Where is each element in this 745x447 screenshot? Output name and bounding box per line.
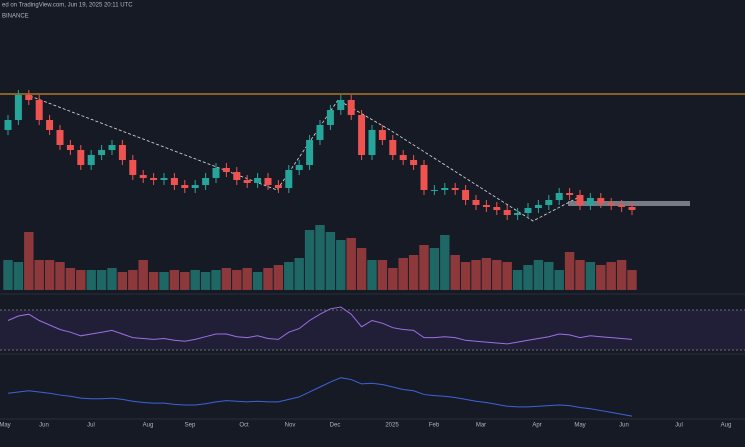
x-tick-label: Jul [675, 423, 683, 429]
candle-body [524, 208, 532, 213]
candle-body [368, 130, 376, 155]
candle-body [451, 188, 459, 190]
x-tick-label: Jun [619, 423, 629, 429]
candle-body [389, 140, 397, 155]
x-tick-label: Sep [185, 423, 196, 429]
candle-body [430, 190, 438, 191]
candle-body [35, 100, 43, 120]
candle-body [420, 165, 428, 190]
candle-body [87, 155, 95, 165]
candle-body [181, 185, 189, 188]
candle-body [576, 195, 584, 205]
candle-body [399, 155, 407, 160]
candle-body [586, 198, 594, 205]
candle-body [4, 120, 12, 130]
candle-body [514, 213, 522, 215]
rsi-band [0, 310, 745, 350]
candle-body [66, 145, 74, 150]
x-tick-label: May [0, 423, 11, 429]
candle-body [170, 178, 178, 185]
x-tick-label: Mar [476, 423, 486, 429]
candle-body [264, 178, 272, 185]
candle-body [25, 95, 33, 100]
candle-body [160, 178, 168, 180]
exchange: BINANCE [2, 14, 29, 20]
candle-body [285, 170, 293, 188]
x-tick-label: 2025 [385, 423, 399, 429]
candle-body [482, 205, 490, 207]
x-tick-label: Feb [429, 423, 440, 429]
candle-body [222, 168, 230, 172]
x-tick-label: Nov [285, 423, 296, 429]
candle-body [410, 160, 418, 165]
candle-body [326, 110, 334, 125]
candle-body [462, 190, 470, 200]
candle-body [118, 145, 126, 160]
candle-body [295, 165, 303, 170]
candle-body [306, 140, 314, 165]
x-tick-label: Dec [330, 423, 341, 429]
candle-body [77, 150, 85, 165]
candle-body [129, 160, 137, 175]
candle-body [56, 130, 64, 145]
zone [568, 201, 690, 206]
x-tick-label: Jun [39, 423, 49, 429]
x-tick-label: Oct [239, 423, 249, 429]
candle-body [378, 130, 386, 140]
candle-body [150, 178, 158, 180]
x-tick-label: Apr [532, 423, 541, 429]
candle-body [534, 205, 542, 208]
candle-body [503, 210, 511, 215]
candle-body [472, 200, 480, 205]
candle-body [358, 115, 366, 155]
candle-body [202, 178, 210, 185]
published-note: ed on TradingView.com, Jun 19, 2025 20:1… [2, 3, 133, 9]
candle-body [274, 185, 282, 188]
candle-body [618, 205, 626, 207]
rsi-line [7, 306, 633, 345]
candle-body [316, 125, 324, 140]
candle-body [212, 168, 220, 178]
candle-body [254, 178, 262, 183]
candle-body [14, 95, 22, 120]
candle-body [233, 172, 241, 180]
candle-body [441, 188, 449, 190]
candle-body [493, 207, 501, 210]
candle-body [108, 145, 116, 150]
x-tick-label: Aug [721, 423, 732, 429]
candle-body [597, 198, 605, 203]
candle-body [555, 193, 563, 200]
candle-body [545, 200, 553, 205]
x-tick-label: May [574, 423, 585, 429]
candle-body [337, 100, 345, 110]
x-tick-label: Aug [143, 423, 154, 429]
candle-body [243, 180, 251, 183]
candle-body [46, 120, 54, 130]
candle-body [566, 193, 574, 195]
oscillator-line [7, 377, 633, 417]
candle-body [139, 175, 147, 178]
candle-body [607, 203, 615, 205]
candle-body [191, 185, 199, 188]
candle-body [628, 207, 636, 210]
x-tick-label: Jul [87, 423, 95, 429]
candle-body [98, 150, 106, 155]
candle-body [347, 100, 355, 115]
